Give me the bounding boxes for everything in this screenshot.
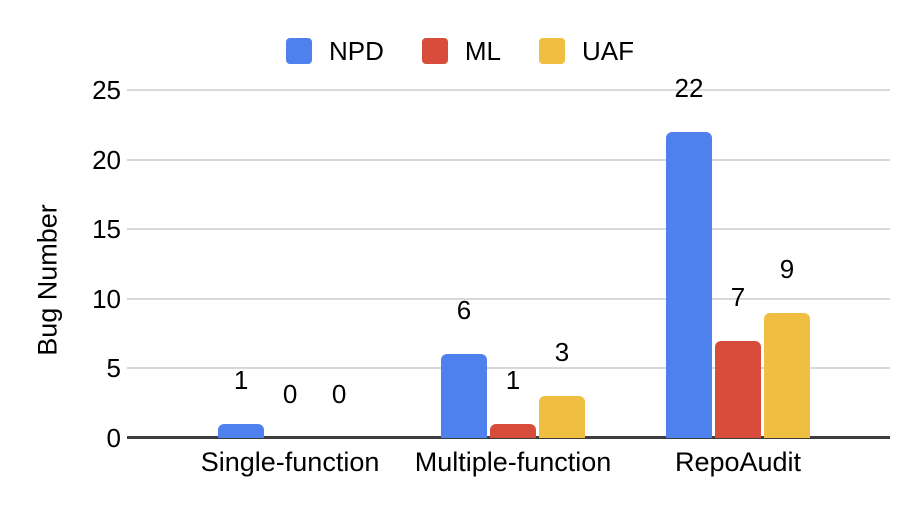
legend-swatch-npd-icon xyxy=(285,38,312,64)
bar-uaf-2 xyxy=(539,396,585,438)
bar-value-label: 6 xyxy=(456,295,472,326)
y-axis-ticks: 0 5 10 15 20 25 xyxy=(0,75,121,453)
legend-label: NPD xyxy=(328,36,384,66)
y-tick-label: 15 xyxy=(92,214,121,245)
bar-npd-3 xyxy=(666,131,712,438)
y-tick-label: 0 xyxy=(106,423,121,453)
legend-label: UAF xyxy=(582,36,635,66)
bar-npd-2 xyxy=(441,354,487,438)
y-tick-label: 20 xyxy=(92,144,121,175)
legend-label: ML xyxy=(464,36,502,66)
bar-value-label: 7 xyxy=(730,281,746,312)
category-label-2: Multiple-function xyxy=(414,447,612,477)
bar-value-label: 3 xyxy=(554,337,570,368)
y-tick-label: 5 xyxy=(106,353,121,384)
bar-uaf-3 xyxy=(764,312,810,438)
gridline xyxy=(127,228,890,231)
bar-value-label: 1 xyxy=(505,365,521,396)
legend-swatch-ml-icon xyxy=(421,38,448,64)
bar-ml-3 xyxy=(715,340,761,438)
legend-item-npd: NPD xyxy=(285,36,384,66)
bar-value-label: 0 xyxy=(331,379,347,409)
bar-npd-1 xyxy=(218,424,265,438)
chart-legend: NPD ML UAF xyxy=(0,36,920,66)
gridline xyxy=(127,297,890,300)
plot-area: 1 0 0 6 1 3 22 7 9 xyxy=(127,73,890,439)
legend-item-ml: ML xyxy=(421,36,502,66)
bar-value-label: 9 xyxy=(779,253,795,284)
category-label-3: RepoAudit xyxy=(674,447,802,477)
bar-value-label: 22 xyxy=(674,72,704,103)
gridline xyxy=(127,158,890,161)
y-tick-label: 10 xyxy=(92,283,121,314)
bar-value-label: 1 xyxy=(233,365,249,396)
category-label-1: Single-function xyxy=(200,447,380,477)
legend-item-uaf: UAF xyxy=(539,36,634,66)
bar-ml-2 xyxy=(490,424,536,438)
y-tick-label: 25 xyxy=(92,75,121,105)
gridline xyxy=(127,89,890,91)
gridline xyxy=(127,367,890,370)
bar-value-label: 0 xyxy=(282,379,298,409)
legend-swatch-uaf-icon xyxy=(539,38,566,64)
